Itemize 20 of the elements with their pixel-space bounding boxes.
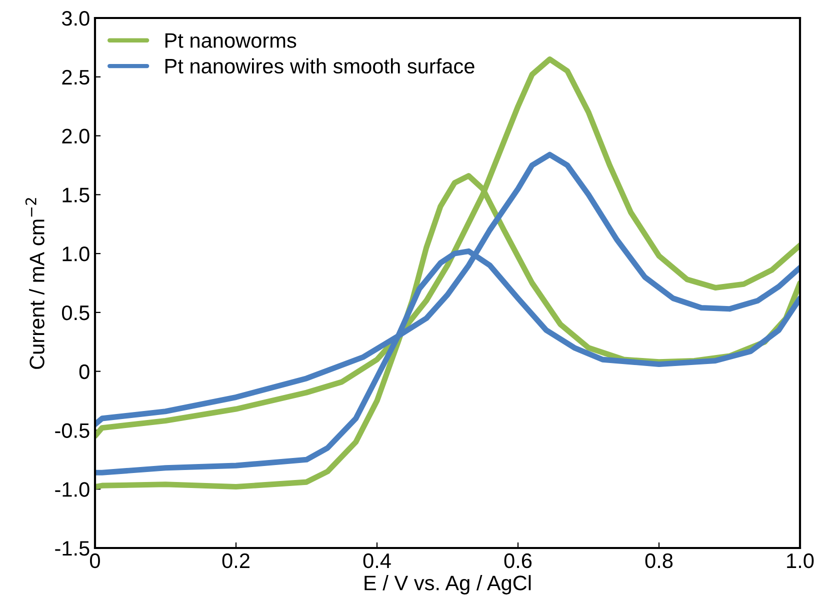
x-axis-title: E / V vs. Ag / AgCl	[364, 575, 531, 594]
y-tick-label: -1.5	[55, 541, 90, 556]
x-tick-label: 0.2	[222, 553, 250, 568]
x-tick-label: 0	[90, 553, 100, 568]
y-tick-label: -1.0	[55, 482, 90, 497]
x-tick-label: 0.4	[363, 553, 391, 568]
legend-label: Pt nanowires with smooth surface	[165, 58, 474, 74]
x-tick-label: 0.8	[645, 553, 673, 568]
y-tick-label: 1.0	[62, 246, 90, 262]
y-axis-title: Current / mA cm$^{−2}$	[25, 198, 44, 369]
legend-label: Pt nanoworms	[165, 33, 296, 48]
y-tick-label: 2.0	[62, 128, 90, 144]
y-tick-label: 0	[79, 364, 90, 380]
y-tick-label: -0.5	[55, 423, 90, 438]
y-tick-label: 3.0	[62, 11, 90, 26]
y-tick-label: 1.5	[62, 188, 90, 202]
y-tick-label: 2.5	[62, 70, 90, 85]
y-tick-label: 0.5	[62, 305, 90, 320]
x-tick-label: 0.6	[504, 553, 532, 568]
x-tick-label: 1.0	[787, 553, 814, 568]
